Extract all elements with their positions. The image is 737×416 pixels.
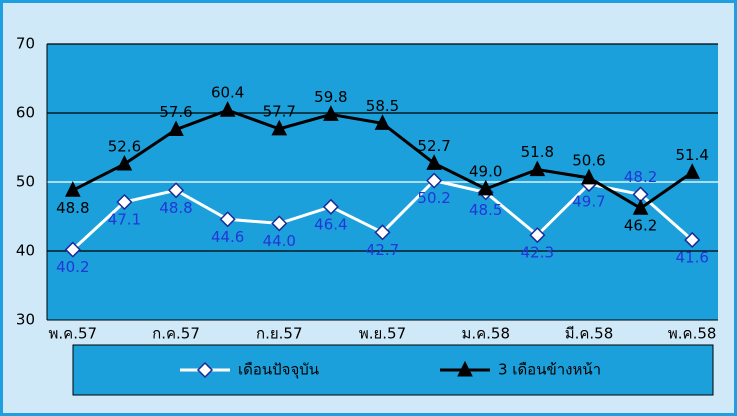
data-label: 41.6 (675, 248, 708, 266)
data-point (581, 168, 597, 185)
data-label: 58.5 (366, 97, 399, 115)
data-point (684, 231, 701, 249)
data-label: 51.8 (521, 143, 554, 161)
x-tick-label: ก.ย.57 (256, 325, 303, 343)
data-label: 49.7 (572, 193, 605, 211)
legend-label: 3 เดือนข้างหน้า (498, 361, 601, 379)
data-label: 57.7 (263, 102, 296, 120)
legend-label: เดือนปัจจุบัน (238, 361, 319, 380)
data-label: 48.2 (624, 168, 657, 186)
data-label: 46.4 (314, 215, 347, 233)
data-label: 51.4 (675, 146, 708, 164)
data-point (116, 193, 133, 211)
data-point (529, 160, 546, 177)
y-tick-label: 50 (16, 173, 35, 191)
data-label: 42.3 (521, 244, 554, 262)
data-point (167, 182, 185, 199)
data-point (64, 181, 81, 197)
data-label: 57.6 (159, 103, 192, 121)
data-point (323, 105, 339, 121)
data-label: 49.0 (469, 162, 502, 180)
data-point (374, 114, 391, 130)
x-tick-label: มี.ค.58 (565, 325, 614, 343)
legend-marker (196, 361, 214, 379)
legend-marker (457, 360, 473, 377)
x-tick-label: พ.ค.57 (49, 325, 98, 343)
data-point (477, 179, 494, 196)
data-label: 48.8 (56, 199, 89, 217)
data-point (64, 241, 81, 258)
y-tick-label: 70 (16, 35, 35, 53)
legend: เดือนปัจจุบัน 3 เดือนข้างหน้า (72, 344, 714, 396)
data-point (632, 199, 649, 215)
data-label: 60.4 (211, 84, 244, 102)
y-tick-label: 30 (16, 311, 35, 329)
x-tick-label: พ.ย.57 (359, 325, 406, 343)
data-point (322, 198, 339, 215)
data-label: 48.5 (469, 201, 502, 219)
data-point (219, 211, 236, 228)
data-point (219, 101, 236, 117)
y-tick-label: 60 (16, 104, 35, 122)
legend-box (72, 344, 714, 396)
data-label: 44.6 (211, 228, 244, 246)
data-label: 48.8 (159, 199, 192, 217)
data-label: 59.8 (314, 88, 347, 106)
data-label: 52.6 (108, 138, 141, 156)
data-point (374, 224, 391, 241)
data-point (684, 163, 701, 179)
data-point (529, 227, 546, 244)
data-label: 50.6 (572, 151, 605, 169)
data-label: 40.2 (56, 258, 89, 276)
y-tick-label: 40 (16, 242, 35, 260)
data-label: 46.2 (624, 217, 657, 235)
data-point (426, 154, 442, 170)
x-tick-label: ก.ค.57 (152, 325, 200, 343)
data-label: 42.7 (366, 241, 399, 259)
data-label: 44.0 (263, 232, 296, 250)
data-label: 47.1 (108, 211, 141, 229)
x-tick-label: พ.ค.58 (668, 325, 717, 343)
data-label: 52.7 (417, 137, 450, 155)
data-point (426, 172, 443, 189)
data-point (271, 119, 288, 136)
x-tick-label: ม.ค.58 (461, 325, 510, 343)
data-point (168, 120, 184, 137)
data-point (116, 154, 133, 171)
data-label: 50.2 (417, 189, 450, 207)
data-point (271, 215, 288, 232)
